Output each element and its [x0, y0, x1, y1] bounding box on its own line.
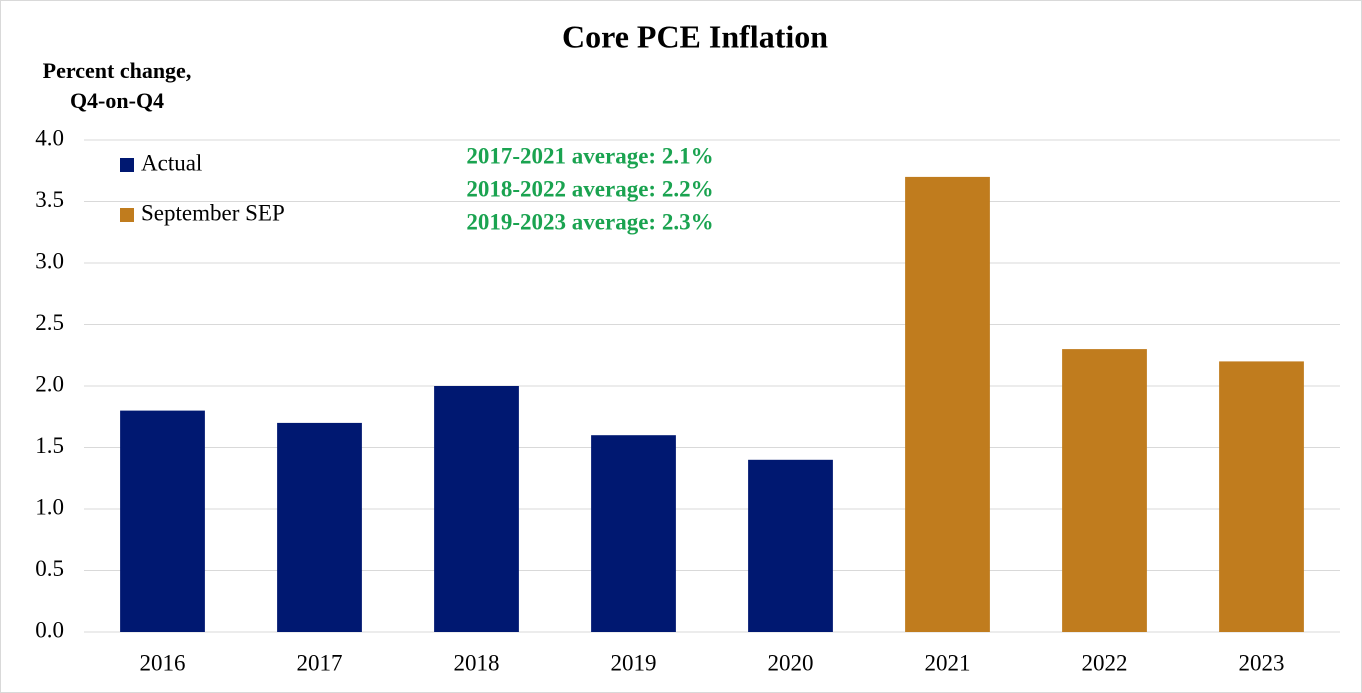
y-axis-label: Percent change, [43, 58, 192, 83]
x-tick-label: 2017 [297, 650, 343, 675]
bar [277, 422, 362, 632]
bar [905, 176, 990, 632]
y-axis-label: Q4-on-Q4 [70, 88, 164, 113]
y-tick-label: 3.5 [35, 187, 64, 212]
bar [434, 386, 519, 632]
x-tick-label: 2023 [1239, 650, 1285, 675]
annotation: 2019-2023 average: 2.3% [466, 209, 713, 234]
x-tick-label: 2016 [140, 650, 186, 675]
y-tick-label: 3.0 [35, 248, 64, 273]
y-tick-label: 2.5 [35, 310, 64, 335]
y-tick-label: 0.0 [35, 617, 64, 642]
bar [1219, 361, 1304, 632]
y-tick-label: 1.0 [35, 494, 64, 519]
bar [748, 459, 833, 632]
annotation: 2017-2021 average: 2.1% [466, 143, 713, 168]
legend-label: Actual [141, 150, 202, 175]
x-tick-label: 2019 [611, 650, 657, 675]
bar [591, 435, 676, 632]
x-tick-label: 2018 [454, 650, 500, 675]
x-tick-label: 2021 [925, 650, 971, 675]
y-tick-label: 2.0 [35, 371, 64, 396]
y-tick-label: 1.5 [35, 433, 64, 458]
x-tick-label: 2020 [768, 650, 814, 675]
y-tick-label: 0.5 [35, 556, 64, 581]
legend-swatch [120, 158, 134, 172]
legend-swatch [120, 208, 134, 222]
chart-title: Core PCE Inflation [562, 18, 828, 54]
bar [120, 410, 205, 632]
annotation: 2018-2022 average: 2.2% [466, 176, 713, 201]
legend-label: September SEP [141, 200, 285, 225]
bar [1062, 349, 1147, 632]
x-tick-label: 2022 [1082, 650, 1128, 675]
y-tick-label: 4.0 [35, 125, 64, 150]
